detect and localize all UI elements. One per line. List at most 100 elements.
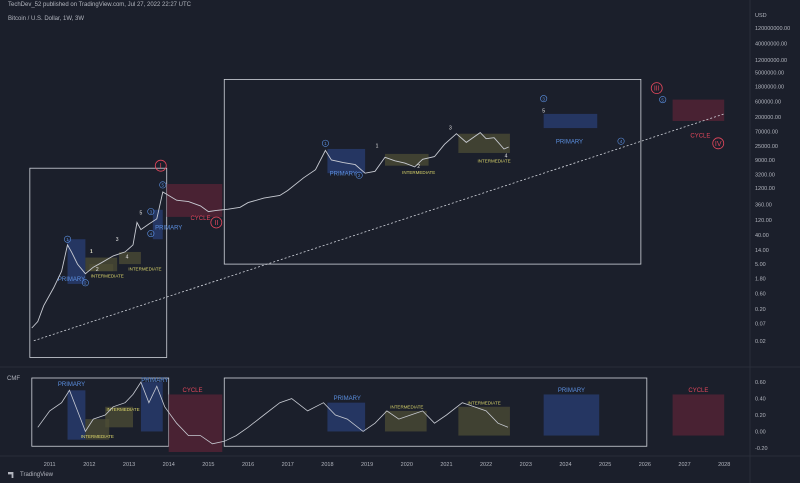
cmf-tick-label: 0.40 [755, 397, 766, 403]
wave-circle-marker [159, 181, 167, 189]
price-zone-primary-4 [152, 209, 163, 240]
price-tick-label: 40.00 [755, 233, 769, 239]
time-tick-label: 2027 [678, 462, 690, 468]
price-zone-cycle-10 [672, 99, 725, 121]
price-zone-intermediate-2 [119, 251, 141, 265]
price-tick-label: 0.02 [755, 339, 766, 345]
cmf-zone-label-7: INTERMEDIATE [468, 400, 501, 405]
wave-label: 1 [90, 249, 93, 255]
time-tick-label: 2025 [599, 462, 611, 468]
cmf-zone-intermediate-2 [105, 406, 133, 428]
time-tick-label: 2019 [361, 462, 373, 468]
cmf-zone-label-4: CYCLE [183, 388, 203, 394]
price-tick-label: 25000.00 [755, 144, 778, 150]
cycle-circle-marker [154, 159, 167, 172]
price-tick-label: 0.07 [755, 321, 766, 327]
cmf-zone-label-2: INTERMEDIATE [106, 407, 139, 412]
wave-circle-marker [617, 137, 625, 145]
wave-label: 2 [417, 164, 420, 170]
price-zone-label-8: INTERMEDIATE [477, 159, 510, 164]
wave-circle-marker [659, 96, 667, 104]
price-zone-label-7: INTERMEDIATE [402, 170, 435, 175]
cmf-line [37, 381, 509, 445]
wave-label: 4 [505, 153, 508, 159]
cmf-zone-intermediate-1 [85, 419, 110, 440]
price-tick-label: 9000.00 [755, 158, 775, 164]
wave-label: 2 [84, 281, 87, 286]
cmf-zone-label-3: PRIMARY [141, 378, 168, 384]
btc-price-line [31, 132, 509, 329]
cmf-zone-label-6: INTERMEDIATE [390, 404, 423, 409]
price-zone-cycle-5 [166, 184, 223, 217]
wave-label: 1 [324, 141, 327, 146]
wave-label: 2 [96, 267, 99, 273]
time-tick-label: 2020 [401, 462, 413, 468]
price-tick-label: 0.60 [755, 292, 766, 298]
wave-circle-marker [147, 208, 155, 216]
cmf-zone-primary-5 [327, 402, 366, 432]
price-frame-0 [29, 167, 168, 358]
price-tick-label: 12000000.00 [755, 58, 787, 64]
cmf-tick-label: 0.20 [755, 413, 766, 419]
price-zone-intermediate-3 [89, 264, 114, 272]
cycle-circle-marker [650, 82, 663, 95]
wave-circle-marker [321, 139, 329, 147]
time-tick-label: 2011 [44, 462, 56, 468]
price-zone-label-10: CYCLE [690, 134, 710, 140]
price-tick-label: 40000000.00 [755, 41, 787, 47]
cycle-wave-label: IV [715, 141, 722, 148]
time-tick-label: 2022 [480, 462, 492, 468]
time-tick-label: 2016 [242, 462, 254, 468]
tradingview-logo-icon [8, 472, 14, 478]
price-tick-label: 120.00 [755, 218, 772, 224]
cycle-circle-marker [712, 137, 725, 150]
cmf-zone-cycle-9 [672, 394, 725, 436]
time-tick-label: 2023 [520, 462, 532, 468]
time-tick-label: 2024 [559, 462, 571, 468]
cmf-zone-label-1: INTERMEDIATE [81, 434, 114, 439]
price-zone-intermediate-7 [384, 153, 429, 166]
wave-label: 5 [162, 183, 165, 188]
cmf-zone-label-0: PRIMARY [58, 382, 85, 388]
cmf-tick-label: -0.20 [755, 446, 768, 452]
price-tick-label: 1200.00 [755, 186, 775, 192]
time-tick-label: 2015 [202, 462, 214, 468]
cmf-zone-primary-0 [67, 390, 86, 440]
price-zone-primary-6 [327, 148, 366, 174]
cmf-indicator-label: CMF [7, 376, 20, 382]
wave-label: 5 [661, 97, 664, 102]
cycle-circle-marker [210, 216, 223, 229]
cmf-zone-label-9: CYCLE [688, 388, 708, 394]
cmf-zone-label-5: PRIMARY [334, 396, 361, 402]
cmf-zone-intermediate-7 [458, 406, 510, 436]
wave-label: 2 [358, 173, 361, 178]
cmf-frame-1 [223, 377, 648, 447]
time-tick-label: 2012 [83, 462, 95, 468]
price-tick-label: 120000000.00 [755, 26, 790, 32]
price-frame-1 [223, 79, 642, 265]
time-tick-label: 2028 [718, 462, 730, 468]
time-tick-label: 2013 [123, 462, 135, 468]
cmf-tick-label: 0.60 [755, 380, 766, 386]
wave-circle-marker [540, 95, 548, 103]
time-tick-label: 2026 [639, 462, 651, 468]
price-tick-label: 0.20 [755, 307, 766, 313]
wave-label: 4 [126, 254, 129, 260]
price-tick-label: 600000.00 [755, 100, 781, 106]
price-tick-label: 5.00 [755, 262, 766, 268]
price-zone-label-2: INTERMEDIATE [128, 266, 161, 271]
price-zone-label-9: PRIMARY [556, 139, 583, 145]
wave-label: 3 [116, 237, 119, 243]
price-zone-label-4: PRIMARY [155, 226, 182, 232]
price-tick-label: 360.00 [755, 203, 772, 209]
cmf-zone-primary-8 [543, 394, 600, 436]
price-zone-label-5: CYCLE [190, 216, 210, 222]
cycle-wave-label: II [214, 220, 218, 227]
wave-label: 1 [66, 237, 69, 242]
cmf-zone-cycle-4 [168, 394, 223, 452]
wave-label: 3 [150, 209, 153, 214]
price-zone-label-3: INTERMEDIATE [91, 274, 124, 279]
time-tick-label: 2017 [282, 462, 294, 468]
price-zone-label-0: PRIMARY [58, 277, 85, 283]
